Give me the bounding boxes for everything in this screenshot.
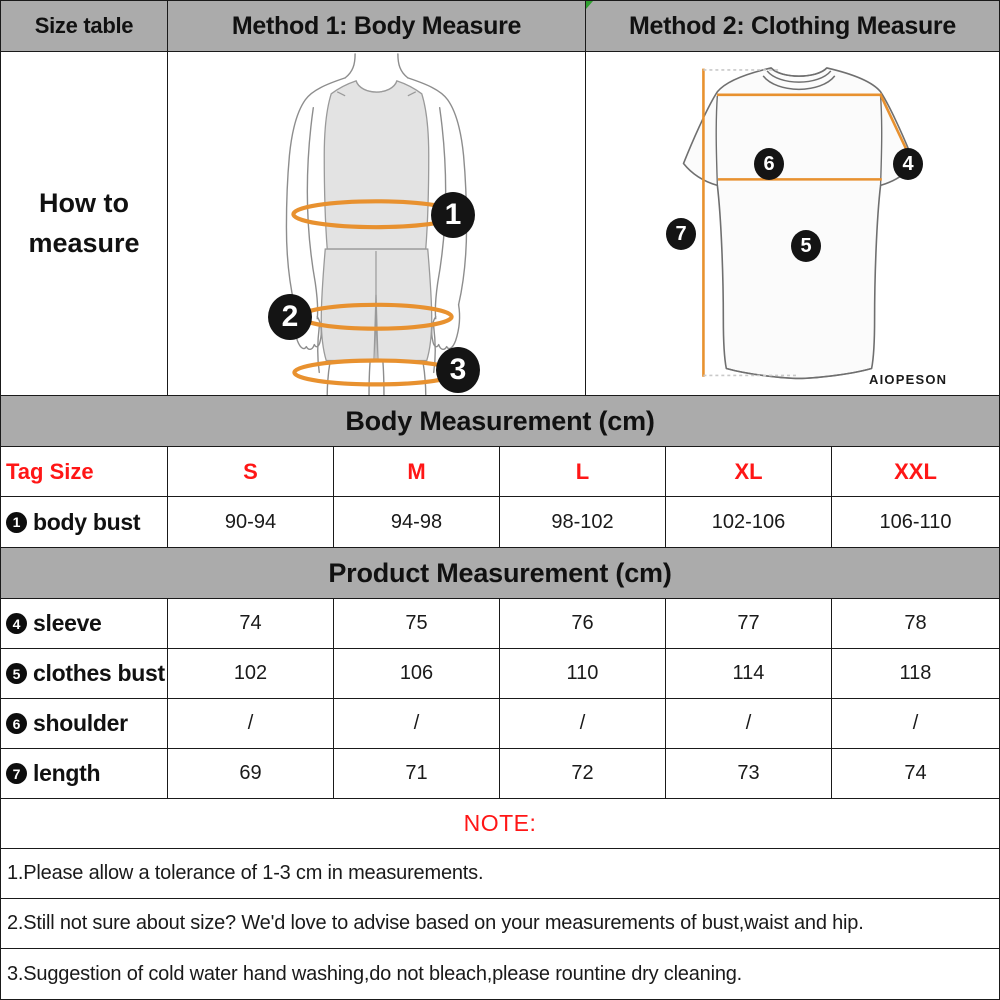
marker-1-bust: 1 <box>431 192 475 238</box>
size-header-xl: XL <box>665 446 832 497</box>
header-method-1: Method 1: Body Measure <box>167 0 586 52</box>
marker-4-sleeve: 4 <box>893 148 923 180</box>
badge-4-icon: 4 <box>6 613 27 634</box>
note-text-1: 1.Please allow a tolerance of 1-3 cm in … <box>7 862 484 884</box>
green-corner-mark <box>586 1 593 9</box>
marker-6-shoulder: 6 <box>754 148 784 180</box>
row-label-body-bust: 1 body bust <box>0 496 168 548</box>
tag-size-label-cell: Tag Size <box>0 446 168 497</box>
cell-clothes-bust-m: 106 <box>333 648 500 699</box>
cell-length-xl: 73 <box>665 748 832 799</box>
body-measure-illustration: 1 2 3 <box>167 51 586 396</box>
cell-sleeve-xl: 77 <box>665 598 832 649</box>
cell-sleeve-s: 74 <box>167 598 334 649</box>
marker-7-length: 7 <box>666 218 696 250</box>
row-label-shoulder-text: shoulder <box>33 710 128 736</box>
cell-body-bust-xl: 102-106 <box>665 496 832 548</box>
row-label-length: 7 length <box>0 748 168 799</box>
size-header-xxl: XXL <box>831 446 1000 497</box>
row-label-length-text: length <box>33 760 101 786</box>
note-row-2: 2.Still not sure about size? We'd love t… <box>0 898 1000 949</box>
row-label-sleeve-text: sleeve <box>33 610 102 636</box>
note-text-3: 3.Suggestion of cold water hand washing,… <box>7 962 743 985</box>
cell-body-bust-l: 98-102 <box>499 496 666 548</box>
cell-length-xxl: 74 <box>831 748 1000 799</box>
header-size-table: Size table <box>0 0 168 52</box>
marker-3-hip: 3 <box>436 347 480 393</box>
row-label-sleeve: 4 sleeve <box>0 598 168 649</box>
body-figure-svg <box>285 53 468 395</box>
header-method-2-label: Method 2: Clothing Measure <box>629 11 956 40</box>
how-to-measure-line2: measure <box>28 227 140 258</box>
marker-2-waist: 2 <box>268 294 312 340</box>
note-row-3: 3.Suggestion of cold water hand washing,… <box>0 948 1000 1000</box>
note-title: NOTE: <box>463 810 537 836</box>
body-measurement-title: Body Measurement (cm) <box>345 405 655 436</box>
size-header-s: S <box>167 446 334 497</box>
cell-sleeve-xxl: 78 <box>831 598 1000 649</box>
tag-size-label: Tag Size <box>6 458 94 484</box>
cell-clothes-bust-s: 102 <box>167 648 334 699</box>
brand-logo: AIOPESON <box>869 372 948 387</box>
size-header-l: L <box>499 446 666 497</box>
row-label-shoulder: 6 shoulder <box>0 698 168 749</box>
note-title-row: NOTE: <box>0 798 1000 849</box>
badge-6-icon: 6 <box>6 713 27 734</box>
cell-shoulder-s: / <box>167 698 334 749</box>
cell-body-bust-xxl: 106-110 <box>831 496 1000 548</box>
cell-body-bust-m: 94-98 <box>333 496 500 548</box>
cell-clothes-bust-l: 110 <box>499 648 666 699</box>
header-method-2: Method 2: Clothing Measure <box>585 0 1000 52</box>
row-label-clothes-bust-text: clothes bust <box>33 660 165 686</box>
badge-7-icon: 7 <box>6 763 27 784</box>
size-header-m: M <box>333 446 500 497</box>
product-measurement-title: Product Measurement (cm) <box>328 557 672 588</box>
body-measurement-title-row: Body Measurement (cm) <box>0 395 1000 447</box>
row-label-body-bust-text: body bust <box>33 508 141 535</box>
note-text-2: 2.Still not sure about size? We'd love t… <box>7 912 864 934</box>
cell-shoulder-m: / <box>333 698 500 749</box>
header-size-table-label: Size table <box>34 13 134 38</box>
tshirt-figure-svg <box>682 67 916 380</box>
marker-5-clothes-bust: 5 <box>791 230 821 262</box>
cell-length-s: 69 <box>167 748 334 799</box>
cell-sleeve-l: 76 <box>499 598 666 649</box>
cell-shoulder-xxl: / <box>831 698 1000 749</box>
cell-shoulder-xl: / <box>665 698 832 749</box>
note-row-1: 1.Please allow a tolerance of 1-3 cm in … <box>0 848 1000 899</box>
product-measurement-title-row: Product Measurement (cm) <box>0 547 1000 599</box>
cell-shoulder-l: / <box>499 698 666 749</box>
cell-clothes-bust-xxl: 118 <box>831 648 1000 699</box>
clothing-measure-illustration: 6 4 5 7 AIOPESON <box>585 51 1000 396</box>
cell-sleeve-m: 75 <box>333 598 500 649</box>
badge-5-icon: 5 <box>6 663 27 684</box>
cell-body-bust-s: 90-94 <box>167 496 334 548</box>
header-method-1-label: Method 1: Body Measure <box>231 11 522 40</box>
how-to-measure-line1: How to <box>39 188 129 219</box>
cell-length-m: 71 <box>333 748 500 799</box>
badge-1-icon: 1 <box>6 511 27 533</box>
cell-length-l: 72 <box>499 748 666 799</box>
row-label-clothes-bust: 5 clothes bust <box>0 648 168 699</box>
how-to-measure-cell: How to measure <box>0 51 168 396</box>
cell-clothes-bust-xl: 114 <box>665 648 832 699</box>
